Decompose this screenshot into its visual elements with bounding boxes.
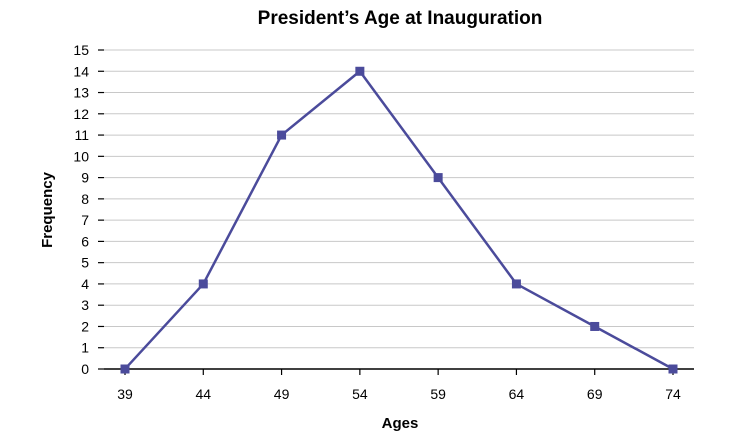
y-tick-label: 8 <box>81 191 89 207</box>
x-tick-label: 64 <box>509 386 525 402</box>
x-axis-ticks: 39 44 49 54 59 64 69 74 <box>117 369 681 402</box>
x-tick-label: 74 <box>665 386 681 402</box>
data-point <box>590 321 600 331</box>
y-tick-label: 7 <box>81 212 89 228</box>
x-tick-label: 44 <box>195 386 211 402</box>
y-tick-label: 1 <box>81 340 89 356</box>
x-tick-label: 54 <box>352 386 368 402</box>
y-tick-label: 0 <box>81 361 89 377</box>
data-point-markers <box>120 66 678 374</box>
data-point <box>511 279 521 289</box>
y-tick-label: 11 <box>74 127 89 143</box>
x-tick-label: 59 <box>430 386 446 402</box>
grid-lines <box>104 49 694 349</box>
y-axis-label: Frequency <box>39 171 56 248</box>
y-tick-label: 6 <box>81 233 89 249</box>
y-tick-label: 2 <box>81 318 89 334</box>
x-axis-label: Ages <box>382 415 419 432</box>
series-line <box>124 70 674 371</box>
chart-title: President’s Age at Inauguration <box>258 8 543 29</box>
y-tick-label: 4 <box>81 276 89 292</box>
y-tick-label: 5 <box>81 255 89 271</box>
y-tick-label: 3 <box>81 297 89 313</box>
data-point <box>277 130 287 140</box>
x-tick-label: 69 <box>587 386 603 402</box>
data-point <box>198 279 208 289</box>
y-tick-label: 10 <box>73 148 89 164</box>
y-tick-label: 12 <box>73 106 89 122</box>
x-tick-label: 49 <box>274 386 290 402</box>
data-point <box>433 173 443 183</box>
y-tick-label: 15 <box>73 42 89 58</box>
data-point <box>120 364 130 374</box>
y-tick-label: 9 <box>81 170 89 186</box>
y-tick-label: 14 <box>73 63 89 79</box>
data-point <box>668 364 678 374</box>
data-point <box>355 66 365 76</box>
x-tick-label: 39 <box>117 386 133 402</box>
y-tick-label: 13 <box>73 85 89 101</box>
